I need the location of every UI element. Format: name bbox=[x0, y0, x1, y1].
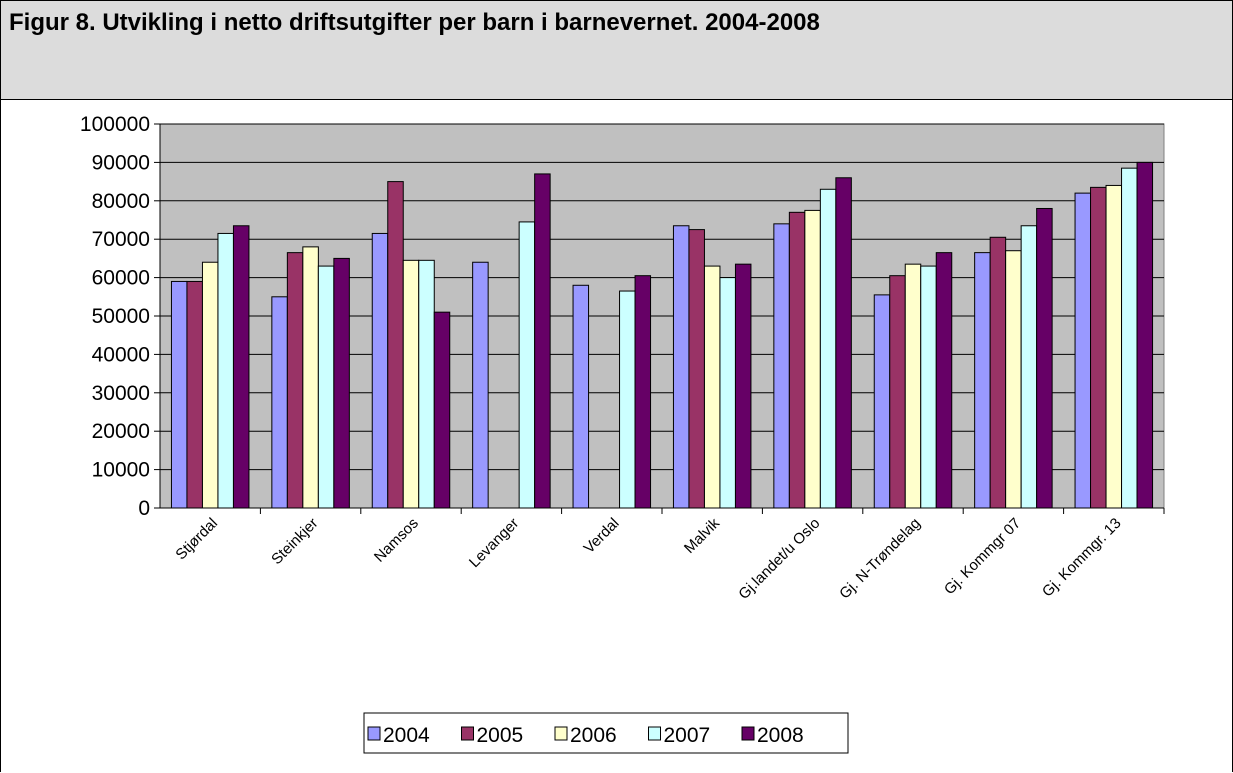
y-tick-label: 70000 bbox=[92, 228, 150, 251]
bar bbox=[672, 225, 690, 509]
bar bbox=[1090, 186, 1107, 509]
legend-label: 2004 bbox=[383, 724, 430, 747]
y-tick-label: 30000 bbox=[92, 382, 150, 405]
y-tick-label: 100000 bbox=[80, 113, 150, 136]
legend-swatch bbox=[554, 726, 568, 741]
legend-label: 2005 bbox=[477, 724, 524, 747]
bar bbox=[201, 261, 219, 509]
bar bbox=[387, 181, 404, 509]
bar bbox=[433, 311, 451, 509]
bar bbox=[1121, 167, 1138, 509]
bar bbox=[804, 209, 821, 509]
bar bbox=[232, 225, 250, 509]
bar bbox=[1036, 207, 1053, 509]
x-category-label: Verdal bbox=[581, 515, 623, 557]
bar bbox=[302, 246, 319, 509]
x-category-label: Steinkjer bbox=[268, 515, 321, 568]
bar bbox=[935, 252, 953, 509]
x-category-label: Levanger bbox=[466, 515, 522, 571]
bar bbox=[572, 284, 590, 509]
bar bbox=[835, 177, 852, 509]
bar bbox=[170, 280, 188, 509]
legend-swatch bbox=[648, 726, 661, 741]
bar bbox=[1105, 184, 1123, 509]
bar bbox=[534, 173, 551, 509]
bar bbox=[719, 277, 736, 509]
x-category-label: Malvik bbox=[681, 514, 723, 556]
bar bbox=[619, 290, 636, 509]
bar bbox=[418, 259, 435, 509]
bar bbox=[773, 223, 790, 509]
legend-label: 2008 bbox=[757, 724, 804, 747]
x-category-label: Gj.landet/u Oslo bbox=[735, 515, 823, 603]
legend-swatch bbox=[367, 726, 381, 741]
bar bbox=[1020, 225, 1038, 509]
legend-label: 2006 bbox=[570, 724, 617, 747]
bar bbox=[734, 263, 752, 509]
bar bbox=[634, 275, 652, 509]
x-category-label: Namsos bbox=[371, 515, 422, 566]
figure-title: Figur 8. Utvikling i netto driftsutgifte… bbox=[9, 9, 820, 36]
y-tick-label: 90000 bbox=[92, 151, 150, 174]
bar bbox=[920, 265, 937, 509]
y-tick-label: 50000 bbox=[92, 305, 150, 328]
bar bbox=[904, 263, 922, 509]
bar bbox=[873, 294, 891, 509]
x-category-label: Stjørdal bbox=[172, 515, 221, 564]
bar bbox=[186, 280, 203, 509]
y-tick-label: 80000 bbox=[92, 190, 150, 213]
x-category-label: Gj. N-Trøndelag bbox=[836, 515, 924, 603]
bar bbox=[317, 265, 335, 509]
y-tick-label: 60000 bbox=[92, 267, 150, 290]
bar bbox=[286, 252, 304, 509]
bar bbox=[974, 252, 991, 509]
bar bbox=[688, 229, 705, 509]
bar bbox=[472, 261, 489, 509]
bar bbox=[788, 211, 806, 509]
bar bbox=[1005, 250, 1022, 509]
bar bbox=[333, 257, 350, 509]
bar bbox=[819, 188, 837, 509]
bar bbox=[989, 236, 1007, 509]
x-category-label: Gj. Kommgr 07 bbox=[941, 515, 1024, 598]
legend-label: 2007 bbox=[664, 724, 711, 747]
bar bbox=[271, 296, 288, 509]
bar bbox=[217, 232, 234, 509]
bar bbox=[1074, 192, 1092, 509]
y-tick-label: 20000 bbox=[92, 420, 150, 443]
legend-swatch bbox=[741, 726, 755, 741]
legend-box bbox=[363, 712, 849, 754]
bar bbox=[371, 232, 389, 509]
bar bbox=[518, 221, 536, 509]
y-tick-label: 10000 bbox=[92, 459, 150, 482]
bar bbox=[1136, 161, 1154, 509]
bar bbox=[703, 265, 721, 509]
figure-header: Figur 8. Utvikling i netto driftsutgifte… bbox=[1, 1, 1232, 100]
bar bbox=[889, 275, 906, 509]
x-category-label: Gj. Kommgr. 13 bbox=[1039, 515, 1125, 601]
legend-swatch bbox=[461, 726, 474, 741]
y-tick-label: 40000 bbox=[92, 343, 150, 366]
bar bbox=[402, 259, 420, 509]
y-tick-label: 0 bbox=[138, 497, 150, 520]
